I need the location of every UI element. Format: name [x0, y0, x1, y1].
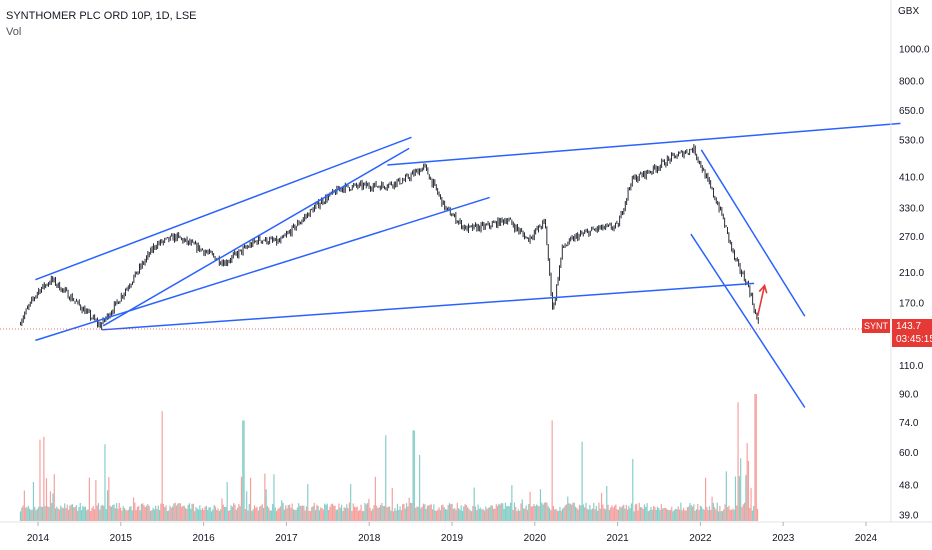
- trend-line[interactable]: [35, 136, 412, 281]
- time-axis[interactable]: 2014 2015 2016 2017 2018 2019 2020 2021 2022 2023…: [27, 522, 878, 544]
- price-axis[interactable]: 1000.0 800.0 650.0 530.0 410.0 330.0 270.0 210.…: [899, 44, 930, 521]
- trend-line[interactable]: [35, 196, 490, 342]
- price-tick-label: 410.0: [899, 172, 924, 183]
- volume-label: Vol: [6, 26, 22, 38]
- chart-title: SYNTHOMER PLC ORD 10P, 1D, LSE: [6, 10, 197, 22]
- trend-lines: [35, 122, 901, 408]
- bar-countdown: 03:45:15: [896, 334, 932, 345]
- trend-line[interactable]: [102, 282, 755, 331]
- price-tick-label: 48.0: [899, 480, 919, 491]
- red-arrow-head: [758, 283, 768, 294]
- price-tick-label: 650.0: [899, 106, 924, 117]
- price-tick-label: 170.0: [899, 299, 924, 310]
- time-tick-label: 2016: [192, 533, 215, 544]
- price-tick-label: 800.0: [899, 76, 924, 87]
- trend-line[interactable]: [700, 149, 806, 317]
- time-tick-label: 2019: [441, 533, 464, 544]
- symbol-tag: SYNT: [862, 319, 890, 333]
- time-tick-label: 2023: [772, 533, 795, 544]
- red-arrow[interactable]: [756, 285, 766, 317]
- current-price: 143.7: [896, 321, 922, 332]
- price-tick-label: 110.0: [899, 361, 924, 372]
- time-tick-label: 2021: [606, 533, 629, 544]
- current-price-badge: [892, 319, 932, 347]
- price-tick-label: 90.0: [899, 390, 919, 401]
- trend-line[interactable]: [387, 122, 901, 166]
- time-tick-label: 2014: [27, 533, 50, 544]
- volume-bars: [19, 394, 759, 521]
- time-tick-label: 2022: [689, 533, 712, 544]
- trend-line[interactable]: [102, 147, 410, 327]
- price-tick-label: 270.0: [899, 232, 924, 243]
- price-tick-label: 39.0: [899, 511, 919, 522]
- time-tick-label: 2017: [275, 533, 298, 544]
- price-tick-label: 330.0: [899, 203, 924, 214]
- price-tick-label: 1000.0: [899, 44, 930, 55]
- trend-line[interactable]: [690, 233, 806, 408]
- price-tick-label: 530.0: [899, 136, 924, 147]
- price-tick-label: 60.0: [899, 448, 919, 459]
- price-tick-label: 74.0: [899, 418, 919, 429]
- time-tick-label: 2024: [855, 533, 878, 544]
- time-tick-label: 2020: [524, 533, 547, 544]
- price-candles: [20, 144, 759, 330]
- time-tick-label: 2018: [358, 533, 381, 544]
- price-tick-label: 210.0: [899, 268, 924, 279]
- price-unit: GBX: [898, 6, 920, 17]
- time-tick-label: 2015: [110, 533, 133, 544]
